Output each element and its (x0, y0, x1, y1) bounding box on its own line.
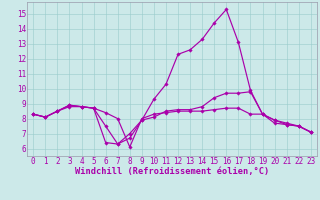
X-axis label: Windchill (Refroidissement éolien,°C): Windchill (Refroidissement éolien,°C) (75, 167, 269, 176)
